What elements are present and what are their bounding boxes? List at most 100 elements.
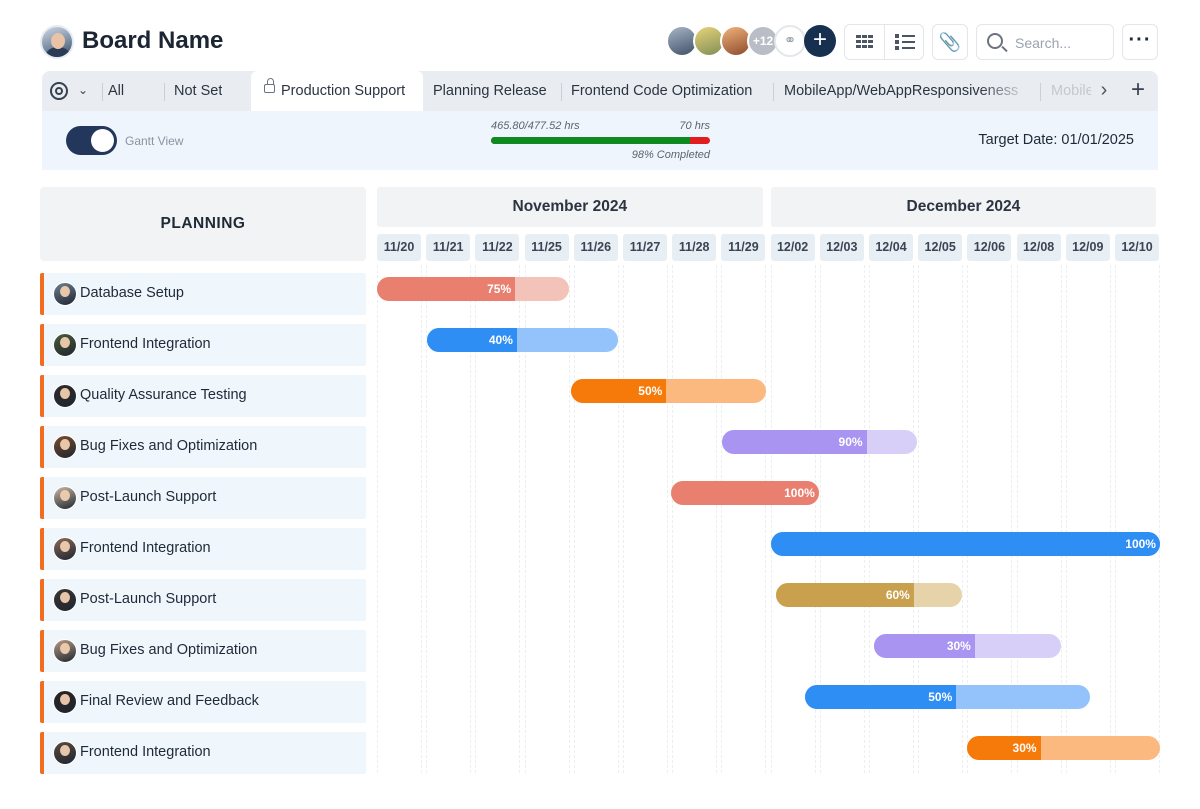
search-input[interactable]	[1015, 33, 1109, 53]
task-row[interactable]: Quality Assurance Testing	[40, 375, 366, 417]
task-bar[interactable]: 75%	[377, 277, 569, 301]
task-bar[interactable]: 100%	[671, 481, 819, 505]
task-bar[interactable]: 50%	[570, 379, 766, 403]
paperclip-icon: 📎	[938, 32, 962, 52]
assignee-avatar[interactable]	[53, 741, 77, 765]
task-percent: 100%	[1125, 537, 1156, 551]
column-guide	[1109, 265, 1111, 773]
task-percent: 100%	[784, 486, 815, 500]
column-guide	[377, 265, 378, 773]
task-bar-progress	[377, 277, 516, 301]
task-percent: 40%	[488, 333, 513, 347]
day-header: 11/21	[426, 234, 471, 261]
day-header: 12/10	[1115, 234, 1159, 261]
add-tab-button[interactable]: +	[1130, 76, 1145, 103]
assignee-avatar[interactable]	[53, 486, 77, 510]
task-name: Final Review and Feedback	[80, 693, 259, 709]
gantt-view-toggle[interactable]	[66, 126, 117, 155]
tab-all[interactable]: All	[108, 83, 125, 99]
assignee-avatar[interactable]	[53, 333, 77, 357]
column-guide	[967, 265, 969, 773]
tab-mobile[interactable]: Mobile	[1051, 83, 1091, 99]
board-avatar[interactable]	[40, 25, 74, 59]
member-avatar[interactable]	[666, 25, 698, 57]
day-header: 11/22	[475, 234, 520, 261]
column-guide	[623, 265, 624, 773]
column-guide	[519, 265, 521, 773]
tab-planning-release[interactable]: Planning Release	[433, 83, 547, 99]
task-name: Frontend Integration	[80, 336, 211, 352]
task-percent: 90%	[838, 435, 863, 449]
task-bar[interactable]: 50%	[805, 685, 1091, 709]
lock-icon	[264, 78, 275, 93]
chevron-right-icon[interactable]: ›	[1100, 79, 1108, 101]
more-options-button[interactable]: ···	[1122, 24, 1158, 60]
tab-divider	[561, 83, 562, 101]
attachment-button[interactable]: 📎	[932, 24, 968, 60]
task-bar[interactable]: 60%	[775, 583, 963, 607]
progress-track	[491, 137, 710, 144]
task-bar[interactable]: 100%	[770, 532, 1160, 556]
assignee-avatar[interactable]	[53, 282, 77, 306]
task-row[interactable]: Database Setup	[40, 273, 366, 315]
task-row[interactable]: Bug Fixes and Optimization	[40, 630, 366, 672]
member-avatar[interactable]	[693, 25, 725, 57]
tab-production-support[interactable]: Production Support	[251, 71, 423, 111]
column-guide	[913, 265, 914, 773]
tab-divider	[1040, 83, 1041, 101]
assignee-avatar[interactable]	[53, 537, 77, 561]
day-header: 11/20	[377, 234, 421, 261]
task-bar[interactable]: 90%	[722, 430, 918, 454]
tab-bar: ⌄ All Not Set Production Support Plannin…	[42, 71, 1158, 111]
column-guide	[962, 265, 964, 773]
assignee-avatar[interactable]	[53, 690, 77, 714]
filter-dropdown[interactable]: ⌄	[50, 81, 100, 101]
tab-mobileapp-webapp[interactable]: MobileApp/WebAppResponsiveness	[784, 83, 1019, 99]
column-guide	[470, 265, 472, 773]
list-icon	[895, 34, 915, 50]
task-name: Bug Fixes and Optimization	[80, 438, 258, 454]
task-row[interactable]: Post-Launch Support	[40, 477, 366, 519]
tab-not-set[interactable]: Not Set	[174, 83, 223, 99]
grid-view-button[interactable]	[845, 25, 885, 59]
task-bar[interactable]: 40%	[427, 328, 619, 352]
assignee-avatar[interactable]	[53, 384, 77, 408]
tab-divider	[164, 83, 165, 101]
task-bar-progress	[775, 583, 914, 607]
task-row[interactable]: Post-Launch Support	[40, 579, 366, 621]
column-guide	[617, 265, 619, 773]
column-guide	[1115, 265, 1116, 773]
task-bar-progress	[967, 736, 1041, 760]
task-row[interactable]: Frontend Integration	[40, 732, 366, 774]
task-percent: 50%	[928, 690, 953, 704]
day-header: 11/28	[672, 234, 717, 261]
task-row[interactable]: Final Review and Feedback	[40, 681, 366, 723]
month-header: December 2024	[770, 187, 1157, 227]
search-box[interactable]	[976, 24, 1114, 60]
task-bar-progress	[873, 634, 975, 658]
day-header: 12/06	[967, 234, 1012, 261]
task-bar[interactable]: 30%	[873, 634, 1061, 658]
group-icon[interactable]: ⚭	[774, 25, 806, 57]
column-guide	[475, 265, 477, 773]
completed-text: 98% Completed	[631, 149, 710, 161]
assignee-avatar[interactable]	[53, 435, 77, 459]
member-avatar[interactable]	[720, 25, 752, 57]
board-title[interactable]: Board Name	[82, 27, 224, 54]
task-percent: 75%	[487, 282, 512, 296]
list-view-button[interactable]	[885, 25, 925, 59]
column-guide	[819, 265, 821, 773]
task-row[interactable]: Frontend Integration	[40, 324, 366, 366]
tab-frontend-code-optimization[interactable]: Frontend Code Optimization	[571, 83, 753, 99]
task-name: Post-Launch Support	[80, 489, 217, 505]
task-bar-progress	[805, 685, 957, 709]
assignee-avatar[interactable]	[53, 639, 77, 663]
task-row[interactable]: Frontend Integration	[40, 528, 366, 570]
task-bar[interactable]: 30%	[967, 736, 1160, 760]
add-member-button[interactable]: +	[804, 25, 836, 57]
column-guide	[573, 265, 575, 773]
assignee-avatar[interactable]	[53, 588, 77, 612]
task-name: Post-Launch Support	[80, 591, 217, 607]
task-row[interactable]: Bug Fixes and Optimization	[40, 426, 366, 468]
column-guide	[568, 265, 570, 773]
